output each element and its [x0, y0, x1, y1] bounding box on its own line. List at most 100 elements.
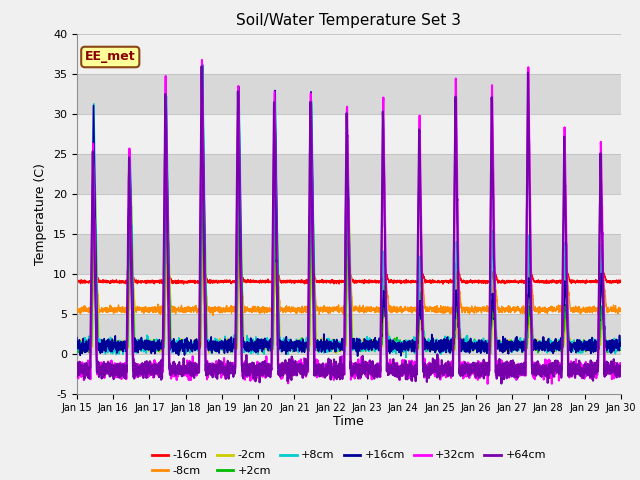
-8cm — [91, 253, 99, 259]
+32cm — [198, 57, 206, 63]
+16cm — [617, 343, 625, 348]
-16cm — [91, 265, 99, 271]
+32cm — [305, 250, 313, 255]
-2cm — [168, 339, 175, 345]
+32cm — [135, 369, 143, 374]
+16cm — [73, 335, 81, 341]
+32cm — [607, 369, 614, 374]
Title: Soil/Water Temperature Set 3: Soil/Water Temperature Set 3 — [236, 13, 461, 28]
+32cm — [282, 363, 289, 369]
Line: +64cm: +64cm — [77, 66, 621, 384]
+16cm — [305, 272, 313, 278]
-2cm — [607, 345, 614, 351]
-8cm — [73, 304, 81, 310]
+16cm — [167, 344, 175, 350]
+2cm — [548, 348, 556, 354]
Line: +2cm: +2cm — [77, 174, 621, 354]
+16cm — [198, 61, 206, 67]
+2cm — [282, 342, 289, 348]
Line: -8cm: -8cm — [77, 256, 621, 315]
-16cm — [439, 281, 447, 287]
Line: -2cm: -2cm — [77, 173, 621, 353]
+2cm — [486, 351, 494, 357]
Line: -16cm: -16cm — [77, 268, 621, 284]
+32cm — [484, 381, 492, 387]
+2cm — [90, 171, 98, 177]
-2cm — [91, 170, 99, 176]
+8cm — [617, 343, 625, 349]
+32cm — [617, 360, 625, 366]
+32cm — [167, 376, 175, 382]
+8cm — [282, 341, 289, 347]
-8cm — [548, 308, 556, 313]
-8cm — [282, 310, 290, 315]
+8cm — [305, 312, 313, 318]
-8cm — [305, 308, 313, 313]
Bar — [77, 274, 621, 313]
+8cm — [135, 345, 143, 350]
-16cm — [305, 279, 313, 285]
-2cm — [135, 346, 143, 352]
Line: +16cm: +16cm — [77, 64, 621, 356]
Bar — [77, 73, 621, 114]
Line: +8cm: +8cm — [77, 65, 621, 358]
Legend: -16cm, -8cm, -2cm, +2cm, +8cm, +16cm, +32cm, +64cm: -16cm, -8cm, -2cm, +2cm, +8cm, +16cm, +3… — [147, 446, 550, 480]
-8cm — [607, 308, 614, 313]
Y-axis label: Temperature (C): Temperature (C) — [35, 163, 47, 264]
Bar — [77, 234, 621, 274]
+8cm — [402, 355, 410, 360]
+2cm — [305, 348, 313, 354]
+16cm — [354, 353, 362, 359]
+64cm — [198, 63, 205, 69]
+2cm — [607, 341, 614, 347]
+32cm — [548, 381, 556, 386]
+8cm — [73, 340, 81, 346]
+64cm — [617, 369, 625, 375]
+2cm — [135, 345, 143, 351]
+8cm — [607, 345, 614, 351]
-8cm — [135, 308, 143, 313]
+8cm — [199, 62, 207, 68]
-16cm — [607, 278, 614, 284]
Bar — [77, 313, 621, 354]
+64cm — [607, 369, 614, 375]
+8cm — [548, 343, 556, 348]
+64cm — [73, 371, 81, 376]
-16cm — [168, 279, 175, 285]
Line: +32cm: +32cm — [77, 60, 621, 384]
Bar — [77, 34, 621, 73]
-2cm — [282, 345, 289, 351]
-2cm — [305, 342, 313, 348]
-16cm — [617, 279, 625, 285]
+16cm — [548, 347, 556, 353]
+64cm — [498, 381, 506, 386]
+64cm — [167, 366, 175, 372]
-8cm — [168, 305, 175, 311]
Bar — [77, 114, 621, 154]
+16cm — [607, 339, 614, 345]
Bar — [77, 354, 621, 394]
+2cm — [617, 342, 625, 348]
+16cm — [135, 337, 143, 343]
+2cm — [73, 339, 81, 345]
-16cm — [282, 280, 289, 286]
-2cm — [548, 341, 556, 347]
-8cm — [617, 306, 625, 312]
+64cm — [305, 218, 313, 224]
-2cm — [617, 341, 625, 347]
Text: EE_met: EE_met — [85, 50, 136, 63]
-16cm — [73, 277, 81, 283]
Bar — [77, 154, 621, 193]
+16cm — [282, 338, 289, 344]
+32cm — [73, 367, 81, 372]
-16cm — [548, 278, 556, 284]
+64cm — [548, 368, 556, 373]
+8cm — [167, 344, 175, 350]
+64cm — [135, 364, 143, 370]
-16cm — [135, 280, 143, 286]
-2cm — [73, 338, 81, 344]
-8cm — [209, 312, 217, 318]
+2cm — [168, 342, 175, 348]
+64cm — [282, 371, 289, 376]
-2cm — [333, 350, 340, 356]
